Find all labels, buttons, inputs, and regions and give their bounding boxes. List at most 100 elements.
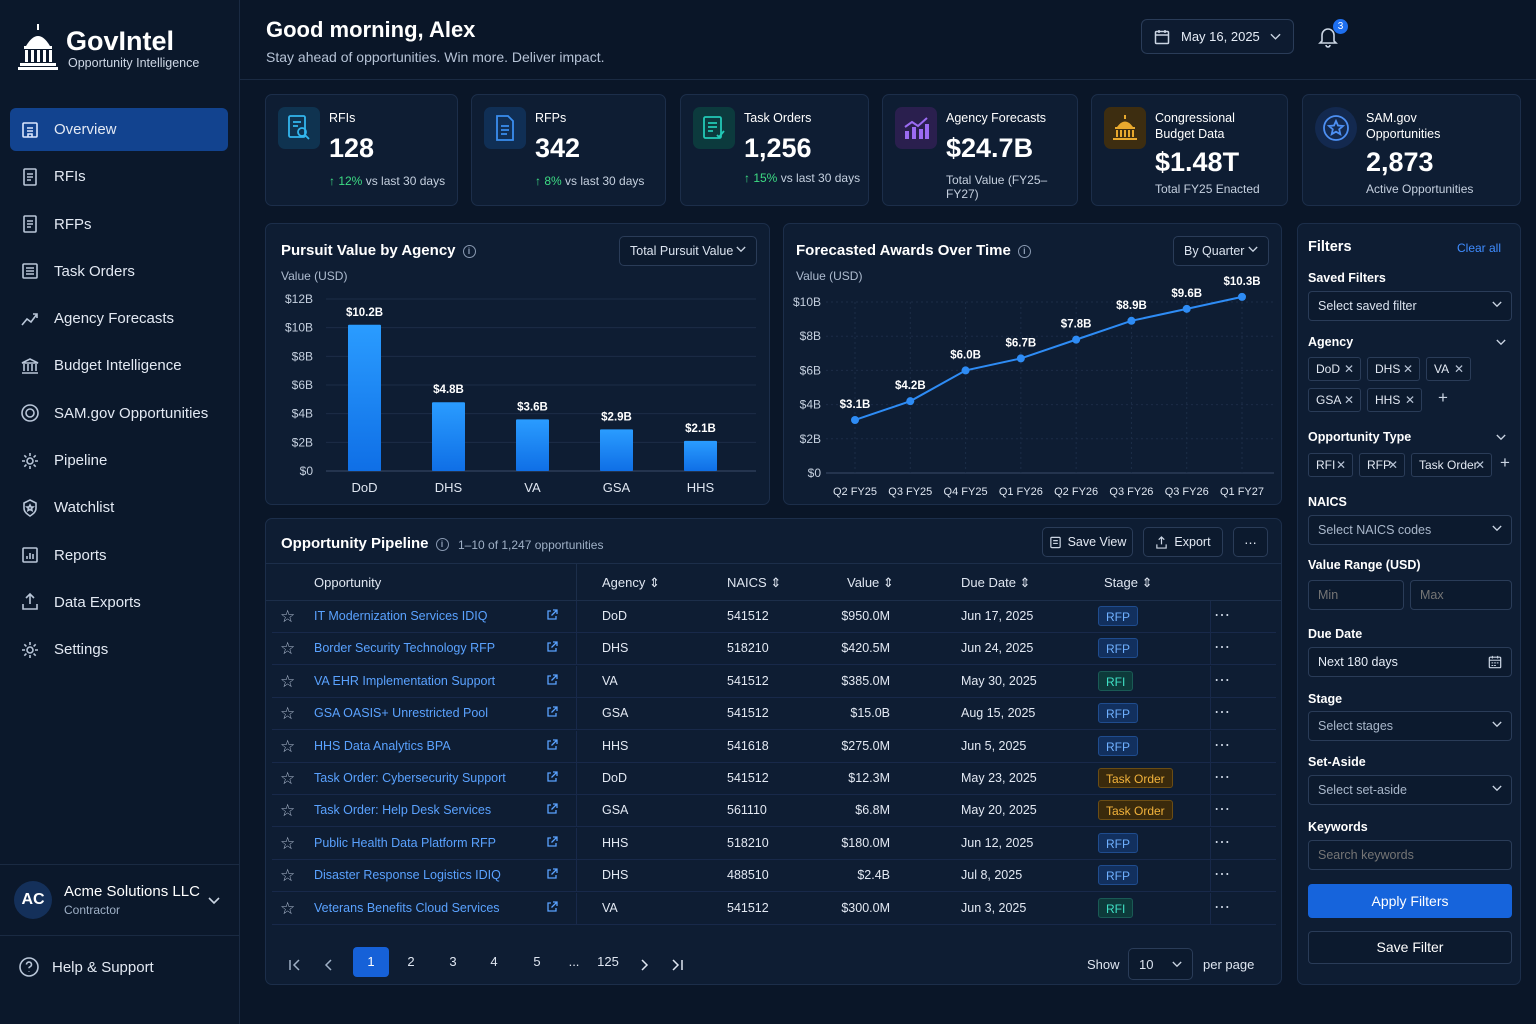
remove-icon[interactable]: ✕ xyxy=(1343,393,1354,407)
external-link-icon[interactable] xyxy=(546,802,558,820)
save-view-button[interactable]: Save View xyxy=(1042,527,1133,557)
sidebar-item-pipeline[interactable]: Pipeline xyxy=(10,439,228,482)
star-icon[interactable]: ☆ xyxy=(280,607,296,626)
info-icon[interactable]: i xyxy=(462,245,476,258)
remove-icon[interactable]: ✕ xyxy=(1402,362,1413,376)
opportunity-link[interactable]: Task Order: Help Desk Services xyxy=(314,803,492,818)
first-page-icon[interactable] xyxy=(288,959,302,971)
kpi-card-rfis[interactable]: RFIs 128 ↑ 12% vs last 30 days xyxy=(265,94,458,206)
stage-select[interactable]: Select stages xyxy=(1308,711,1512,741)
row-actions-icon[interactable]: ⋯ xyxy=(1214,736,1230,754)
account-switcher[interactable]: AC Acme Solutions LLC Contractor xyxy=(0,864,240,936)
data-point[interactable] xyxy=(1127,316,1136,325)
external-link-icon[interactable] xyxy=(546,738,558,756)
period-select[interactable]: By Quarter xyxy=(1173,236,1269,266)
column-header-stage[interactable]: Stage ⇕ xyxy=(1104,575,1153,590)
data-point[interactable] xyxy=(1072,335,1081,344)
help-support-link[interactable]: Help & Support xyxy=(18,956,154,978)
previous-page-icon[interactable] xyxy=(324,959,334,971)
sidebar-item-reports[interactable]: Reports xyxy=(10,534,228,577)
sidebar-item-task-orders[interactable]: Task Orders xyxy=(10,250,228,293)
agency-chip[interactable]: DHS ✕ xyxy=(1367,357,1420,381)
table-row[interactable]: ☆ HHS Data Analytics BPA HHS 541618 $275.0M J… xyxy=(272,730,1276,763)
column-header-agency[interactable]: Agency ⇕ xyxy=(602,575,660,590)
naics-select[interactable]: Select NAICS codes xyxy=(1308,515,1512,545)
star-icon[interactable]: ☆ xyxy=(280,639,296,659)
column-header-value[interactable]: Value ⇕ xyxy=(847,575,894,590)
row-actions-icon[interactable]: ⋯ xyxy=(1214,671,1230,689)
external-link-icon[interactable] xyxy=(546,835,558,853)
star-icon[interactable]: ☆ xyxy=(280,769,296,788)
agency-chip[interactable]: DoD ✕ xyxy=(1308,357,1361,381)
info-icon[interactable]: i xyxy=(1017,245,1031,258)
external-link-icon[interactable] xyxy=(546,867,558,885)
external-link-icon[interactable] xyxy=(546,770,558,788)
sidebar-item-sam-gov[interactable]: SAM.gov Opportunities xyxy=(10,392,228,435)
last-page-icon[interactable] xyxy=(670,959,684,971)
chevron-down-icon[interactable] xyxy=(1496,434,1506,441)
add-agency-icon[interactable]: + xyxy=(1438,388,1448,407)
kpi-card-congressional-budget[interactable]: Congressional Budget Data $1.48T Total F… xyxy=(1091,94,1288,206)
row-actions-icon[interactable]: ⋯ xyxy=(1214,769,1230,786)
remove-icon[interactable]: ✕ xyxy=(1343,362,1354,376)
kpi-card-agency-forecasts[interactable]: Agency Forecasts $24.7B Total Value (FY2… xyxy=(882,94,1078,206)
star-icon[interactable]: ☆ xyxy=(280,898,296,918)
kpi-card-sam-gov[interactable]: SAM.gov Opportunities 2,873 Active Oppor… xyxy=(1302,94,1521,206)
table-row[interactable]: ☆ Border Security Technology RFP DHS 518210… xyxy=(272,633,1276,666)
row-actions-icon[interactable]: ⋯ xyxy=(1214,607,1230,624)
bar[interactable] xyxy=(600,429,633,471)
opportunity-link[interactable]: Public Health Data Platform RFP xyxy=(314,835,497,850)
sidebar-item-rfps[interactable]: RFPs xyxy=(10,203,228,246)
sidebar-item-rfis[interactable]: RFIs xyxy=(10,155,228,198)
logo[interactable]: GovIntel Opportunity Intelligence xyxy=(18,24,199,72)
page-button[interactable]: 1 xyxy=(353,947,389,977)
due-date-select[interactable]: Next 180 days xyxy=(1308,647,1512,677)
star-icon[interactable]: ☆ xyxy=(280,833,296,853)
row-actions-icon[interactable]: ⋯ xyxy=(1214,801,1230,819)
star-icon[interactable]: ☆ xyxy=(280,866,296,886)
bar[interactable] xyxy=(516,419,549,471)
table-row[interactable]: ☆ VA EHR Implementation Support VA 541512 $3… xyxy=(272,665,1276,698)
sidebar-item-agency-forecasts[interactable]: Agency Forecasts xyxy=(10,297,228,340)
save-filter-button[interactable]: Save Filter xyxy=(1308,931,1512,964)
apply-filters-button[interactable]: Apply Filters xyxy=(1308,884,1512,918)
bar[interactable] xyxy=(348,324,381,471)
bar[interactable] xyxy=(684,440,717,471)
next-page-icon[interactable] xyxy=(639,959,649,971)
table-row[interactable]: ☆ Veterans Benefits Cloud Services VA 54151… xyxy=(272,892,1276,925)
opportunity-link[interactable]: VA EHR Implementation Support xyxy=(314,673,496,688)
type-chip[interactable]: RFI ✕ xyxy=(1308,453,1353,477)
bell-icon[interactable] xyxy=(1318,26,1338,48)
data-point[interactable] xyxy=(906,397,915,406)
page-button[interactable]: 5 xyxy=(533,954,541,969)
agency-chip[interactable]: VA ✕ xyxy=(1426,357,1471,381)
row-actions-icon[interactable]: ⋯ xyxy=(1214,898,1230,916)
date-picker[interactable]: May 16, 2025 xyxy=(1141,19,1294,54)
sidebar-item-budget-intelligence[interactable]: Budget Intelligence xyxy=(10,344,228,387)
sidebar-item-settings[interactable]: Settings xyxy=(10,628,228,671)
column-header-opportunity[interactable]: Opportunity xyxy=(314,575,382,590)
star-icon[interactable]: ☆ xyxy=(280,671,296,691)
keywords-input[interactable] xyxy=(1308,840,1512,870)
data-point[interactable] xyxy=(1016,354,1025,363)
page-button[interactable]: 4 xyxy=(490,954,498,969)
remove-icon[interactable]: ✕ xyxy=(1474,458,1485,472)
star-icon[interactable]: ☆ xyxy=(280,736,296,756)
row-actions-icon[interactable]: ⋯ xyxy=(1214,704,1230,722)
type-chip[interactable]: Task Order ✕ xyxy=(1411,453,1492,477)
opportunity-link[interactable]: HHS Data Analytics BPA xyxy=(314,738,451,753)
external-link-icon[interactable] xyxy=(546,900,558,918)
sidebar-item-watchlist[interactable]: Watchlist xyxy=(10,486,228,529)
column-header-naics[interactable]: NAICS ⇕ xyxy=(727,575,782,590)
info-icon[interactable]: i xyxy=(435,538,449,551)
agency-chip[interactable]: HHS ✕ xyxy=(1367,388,1422,412)
add-type-icon[interactable]: + xyxy=(1500,453,1510,472)
set-aside-select[interactable]: Select set-aside xyxy=(1308,775,1512,805)
external-link-icon[interactable] xyxy=(546,673,558,691)
sidebar-item-data-exports[interactable]: Data Exports xyxy=(10,581,228,624)
page-button[interactable]: 3 xyxy=(449,954,457,969)
table-row[interactable]: ☆ Task Order: Help Desk Services GSA 561110… xyxy=(272,795,1276,828)
column-header-due-date[interactable]: Due Date ⇕ xyxy=(961,575,1031,590)
bar[interactable] xyxy=(432,402,465,471)
row-actions-icon[interactable]: ⋯ xyxy=(1214,639,1230,657)
